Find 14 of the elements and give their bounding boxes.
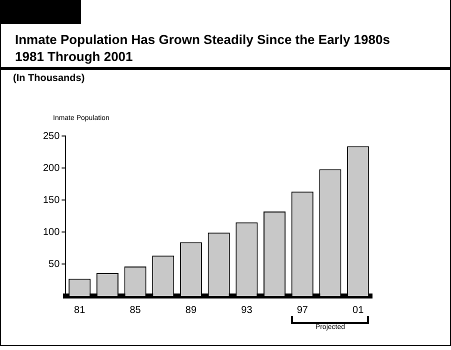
y-tick-label: 150 (42, 194, 60, 206)
chart-title: Inmate Population Has Grown Steadily Since the Early 1980s (15, 31, 390, 48)
y-tick-label: 100 (42, 226, 60, 238)
text: (In Thousands) (13, 73, 85, 84)
x-tick-label: 97 (296, 304, 308, 316)
x-tick-label: 85 (130, 304, 142, 316)
chart-subtitle: 1981 Through 2001 (15, 48, 134, 65)
x-tick-label: 01 (352, 304, 364, 316)
x-tick-label: 93 (241, 304, 253, 316)
x-tick-label: 81 (74, 304, 86, 316)
y-tick-label: 50 (48, 258, 60, 270)
y-tick-label: 200 (42, 162, 60, 174)
y-tick-label: 250 (42, 130, 60, 142)
x-tick-label: 89 (185, 304, 197, 316)
